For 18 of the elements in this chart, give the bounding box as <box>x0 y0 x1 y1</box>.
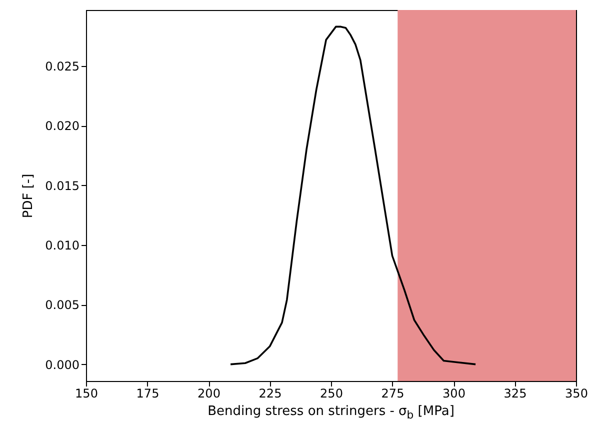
x-tick-label: 350 <box>565 386 588 400</box>
x-tick-label: 225 <box>258 386 282 400</box>
x-tick-label: 300 <box>442 386 466 400</box>
x-tick-label: 275 <box>381 386 404 400</box>
y-tick-label: 0.015 <box>45 178 80 193</box>
x-tick-label: 150 <box>75 386 98 400</box>
x-axis-title: Bending stress on stringers - σ$_{b}$ [MPa] <box>206 404 456 422</box>
line-series <box>230 26 476 366</box>
x-tick-label: 250 <box>320 386 343 400</box>
x-tick-label: 325 <box>504 386 527 400</box>
y-tick-label: 0.010 <box>45 238 80 253</box>
y-tick-label: 0.005 <box>45 298 80 312</box>
x-tick-label: 175 <box>136 386 160 400</box>
y-tick-label: 0.020 <box>45 119 80 134</box>
y-tick-label: 0.000 <box>45 358 80 372</box>
y-tick-label: 0.025 <box>45 60 80 74</box>
y-axis-title: PDF [-] <box>21 174 36 218</box>
x-tick-label: 200 <box>198 386 220 400</box>
